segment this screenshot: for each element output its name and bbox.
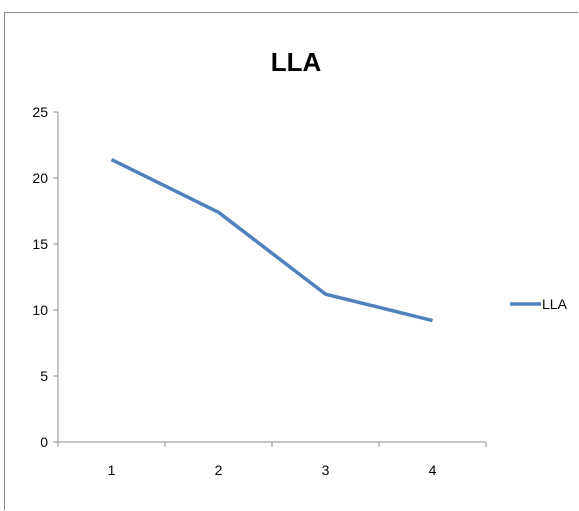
y-tick-label: 10 [32, 302, 48, 318]
y-tick-label: 20 [32, 170, 48, 186]
x-tick-label: 1 [108, 462, 116, 478]
y-tick-label: 25 [32, 104, 48, 120]
x-tick-label: 3 [322, 462, 330, 478]
legend: LLA [510, 296, 568, 312]
chart-frame [4, 12, 578, 510]
legend-label: LLA [542, 296, 568, 312]
y-tick-label: 0 [40, 434, 48, 450]
x-tick-label: 4 [429, 462, 437, 478]
chart-title: LLA [271, 47, 322, 77]
series-line [110, 157, 433, 323]
series-layer [110, 157, 433, 323]
y-tick-label: 5 [40, 368, 48, 384]
x-tick-label: 2 [215, 462, 223, 478]
axes: 0 5 10 15 20 25 1 2 3 4 [32, 104, 487, 478]
y-tick-label: 15 [32, 236, 48, 252]
